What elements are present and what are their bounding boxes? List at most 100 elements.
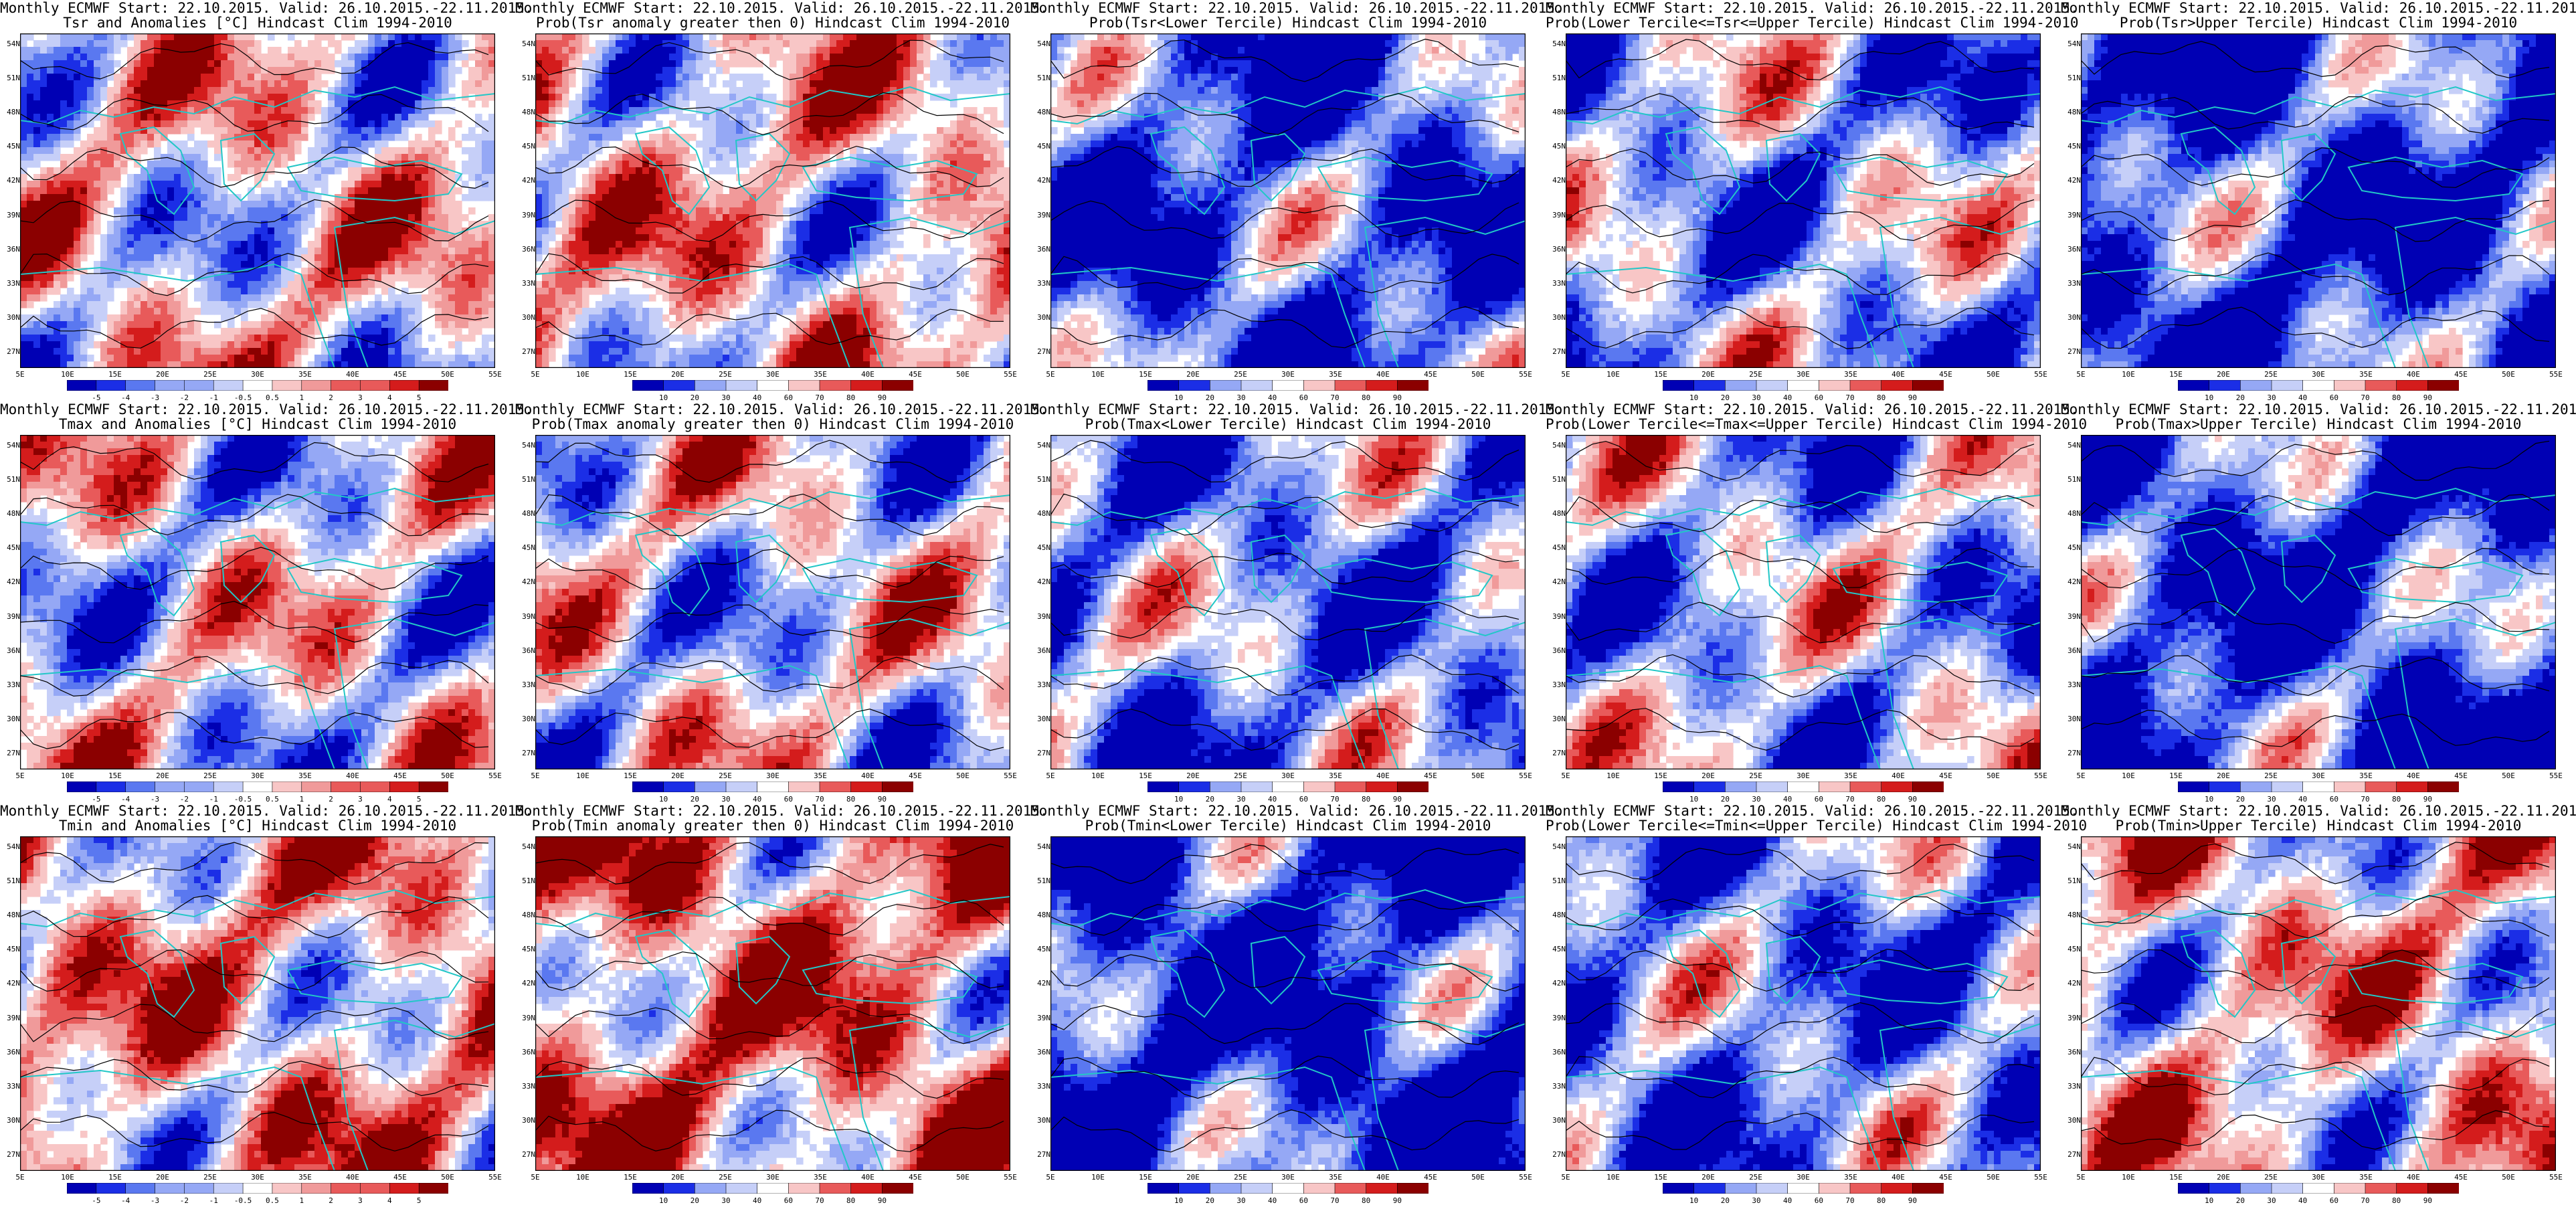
latitude-label: 42N xyxy=(1033,577,1050,586)
latitude-label: 54N xyxy=(518,39,535,48)
latitude-label: 36N xyxy=(1033,1048,1050,1056)
longitude-label: 10E xyxy=(61,370,74,379)
colorbar-tick-label: 40 xyxy=(2298,1196,2307,1205)
latitude-label: 42N xyxy=(518,979,535,988)
latitude-label: 33N xyxy=(3,279,20,288)
longitude-label: 35E xyxy=(1844,771,1857,780)
colorbar-tick-label: 80 xyxy=(1877,1196,1885,1205)
longitude-label: 30E xyxy=(2312,370,2325,379)
longitude-label: 35E xyxy=(2359,370,2373,379)
latitude-label: 36N xyxy=(518,646,535,655)
longitude-label: 45E xyxy=(909,771,922,780)
longitude-label: 30E xyxy=(1797,771,1810,780)
colorbar xyxy=(1663,781,1944,792)
map-area xyxy=(535,33,1010,368)
panel-subtitle: Prob(Tmax<Lower Tercile) Hindcast Clim 1… xyxy=(1030,416,1546,432)
longitude-label: 5E xyxy=(2076,370,2085,379)
map-area xyxy=(535,435,1010,769)
latitude-label: 30N xyxy=(3,715,20,723)
latitude-label: 30N xyxy=(1033,313,1050,322)
panel-title: Monthly ECMWF Start: 22.10.2015. Valid: … xyxy=(2061,401,2576,418)
longitude-label: 25E xyxy=(203,370,217,379)
colorbar-tick-label: 90 xyxy=(2423,1196,2432,1205)
latitude-label: 54N xyxy=(2063,842,2081,851)
longitude-label: 50E xyxy=(441,1173,454,1182)
longitude-label: 55E xyxy=(2549,771,2563,780)
longitude-label: 45E xyxy=(909,1173,922,1182)
longitude-label: 20E xyxy=(1186,771,1200,780)
latitude-label: 42N xyxy=(518,577,535,586)
longitude-label: 45E xyxy=(1939,1173,1952,1182)
longitude-label: 30E xyxy=(766,771,779,780)
longitude-label: 20E xyxy=(1186,370,1200,379)
map-area xyxy=(1050,836,1526,1171)
latitude-label: 51N xyxy=(1033,74,1050,82)
latitude-label: 39N xyxy=(2063,1014,2081,1022)
latitude-label: 45N xyxy=(2063,543,2081,552)
longitude-label: 55E xyxy=(2034,370,2047,379)
longitude-label: 25E xyxy=(203,1173,217,1182)
longitude-label: 5E xyxy=(15,1173,24,1182)
panel-subtitle: Tsr and Anomalies [°C] Hindcast Clim 199… xyxy=(0,15,515,31)
longitude-label: 5E xyxy=(1561,771,1570,780)
longitude-label: 10E xyxy=(1091,1173,1105,1182)
panel-title: Monthly ECMWF Start: 22.10.2015. Valid: … xyxy=(1030,401,1546,418)
panel-subtitle: Prob(Tmax anomaly greater then 0) Hindca… xyxy=(515,416,1030,432)
latitude-label: 51N xyxy=(1033,876,1050,885)
longitude-label: 25E xyxy=(2264,370,2278,379)
longitude-label: 15E xyxy=(2169,370,2183,379)
colorbar-tick-label: 20 xyxy=(1721,1196,1730,1205)
latitude-label: 33N xyxy=(1548,1082,1566,1091)
longitude-label: 25E xyxy=(1749,771,1762,780)
panel-subtitle: Prob(Lower Tercile<=Tsr<=Upper Tercile) … xyxy=(1546,15,2061,31)
colorbar-tick-label: -4 xyxy=(121,1196,130,1205)
longitude-label: 20E xyxy=(1701,1173,1715,1182)
longitude-label: 40E xyxy=(1892,771,1905,780)
colorbar-tick-label: 90 xyxy=(878,1196,887,1205)
longitude-label: 20E xyxy=(1701,370,1715,379)
longitude-label: 20E xyxy=(671,370,684,379)
latitude-label: 54N xyxy=(518,441,535,450)
longitude-label: 35E xyxy=(1329,771,1342,780)
longitude-label: 15E xyxy=(624,370,637,379)
longitude-label: 45E xyxy=(1939,771,1952,780)
longitude-label: 40E xyxy=(861,771,875,780)
latitude-label: 36N xyxy=(518,1048,535,1056)
latitude-label: 42N xyxy=(518,176,535,185)
latitude-label: 36N xyxy=(518,245,535,254)
latitude-label: 48N xyxy=(1548,911,1566,919)
latitude-label: 36N xyxy=(2063,245,2081,254)
latitude-label: 45N xyxy=(518,142,535,151)
longitude-label: 25E xyxy=(719,1173,732,1182)
latitude-label: 33N xyxy=(518,680,535,689)
latitude-label: 36N xyxy=(1033,646,1050,655)
latitude-label: 27N xyxy=(1033,347,1050,356)
latitude-label: 48N xyxy=(3,108,20,116)
panel-title: Monthly ECMWF Start: 22.10.2015. Valid: … xyxy=(515,0,1030,16)
latitude-label: 27N xyxy=(3,749,20,757)
longitude-label: 45E xyxy=(393,1173,407,1182)
longitude-label: 50E xyxy=(1987,771,2000,780)
latitude-label: 42N xyxy=(2063,577,2081,586)
latitude-label: 54N xyxy=(3,39,20,48)
latitude-label: 30N xyxy=(1548,313,1566,322)
latitude-label: 33N xyxy=(1548,680,1566,689)
anomaly-field xyxy=(2081,33,2556,368)
panel-subtitle: Prob(Tsr>Upper Tercile) Hindcast Clim 19… xyxy=(2061,15,2576,31)
latitude-label: 48N xyxy=(518,911,535,919)
longitude-label: 40E xyxy=(346,1173,359,1182)
latitude-label: 27N xyxy=(518,749,535,757)
colorbar xyxy=(1147,781,1429,792)
latitude-label: 54N xyxy=(1548,842,1566,851)
colorbar-tick-label: -1 xyxy=(209,1196,218,1205)
map-area xyxy=(1566,33,2041,368)
panel-title: Monthly ECMWF Start: 22.10.2015. Valid: … xyxy=(1546,803,2061,819)
longitude-label: 25E xyxy=(719,771,732,780)
longitude-label: 50E xyxy=(2502,370,2515,379)
latitude-label: 48N xyxy=(1033,911,1050,919)
latitude-label: 45N xyxy=(518,543,535,552)
longitude-label: 5E xyxy=(1561,370,1570,379)
longitude-label: 35E xyxy=(1329,1173,1342,1182)
latitude-label: 45N xyxy=(1033,142,1050,151)
longitude-label: 10E xyxy=(576,1173,589,1182)
